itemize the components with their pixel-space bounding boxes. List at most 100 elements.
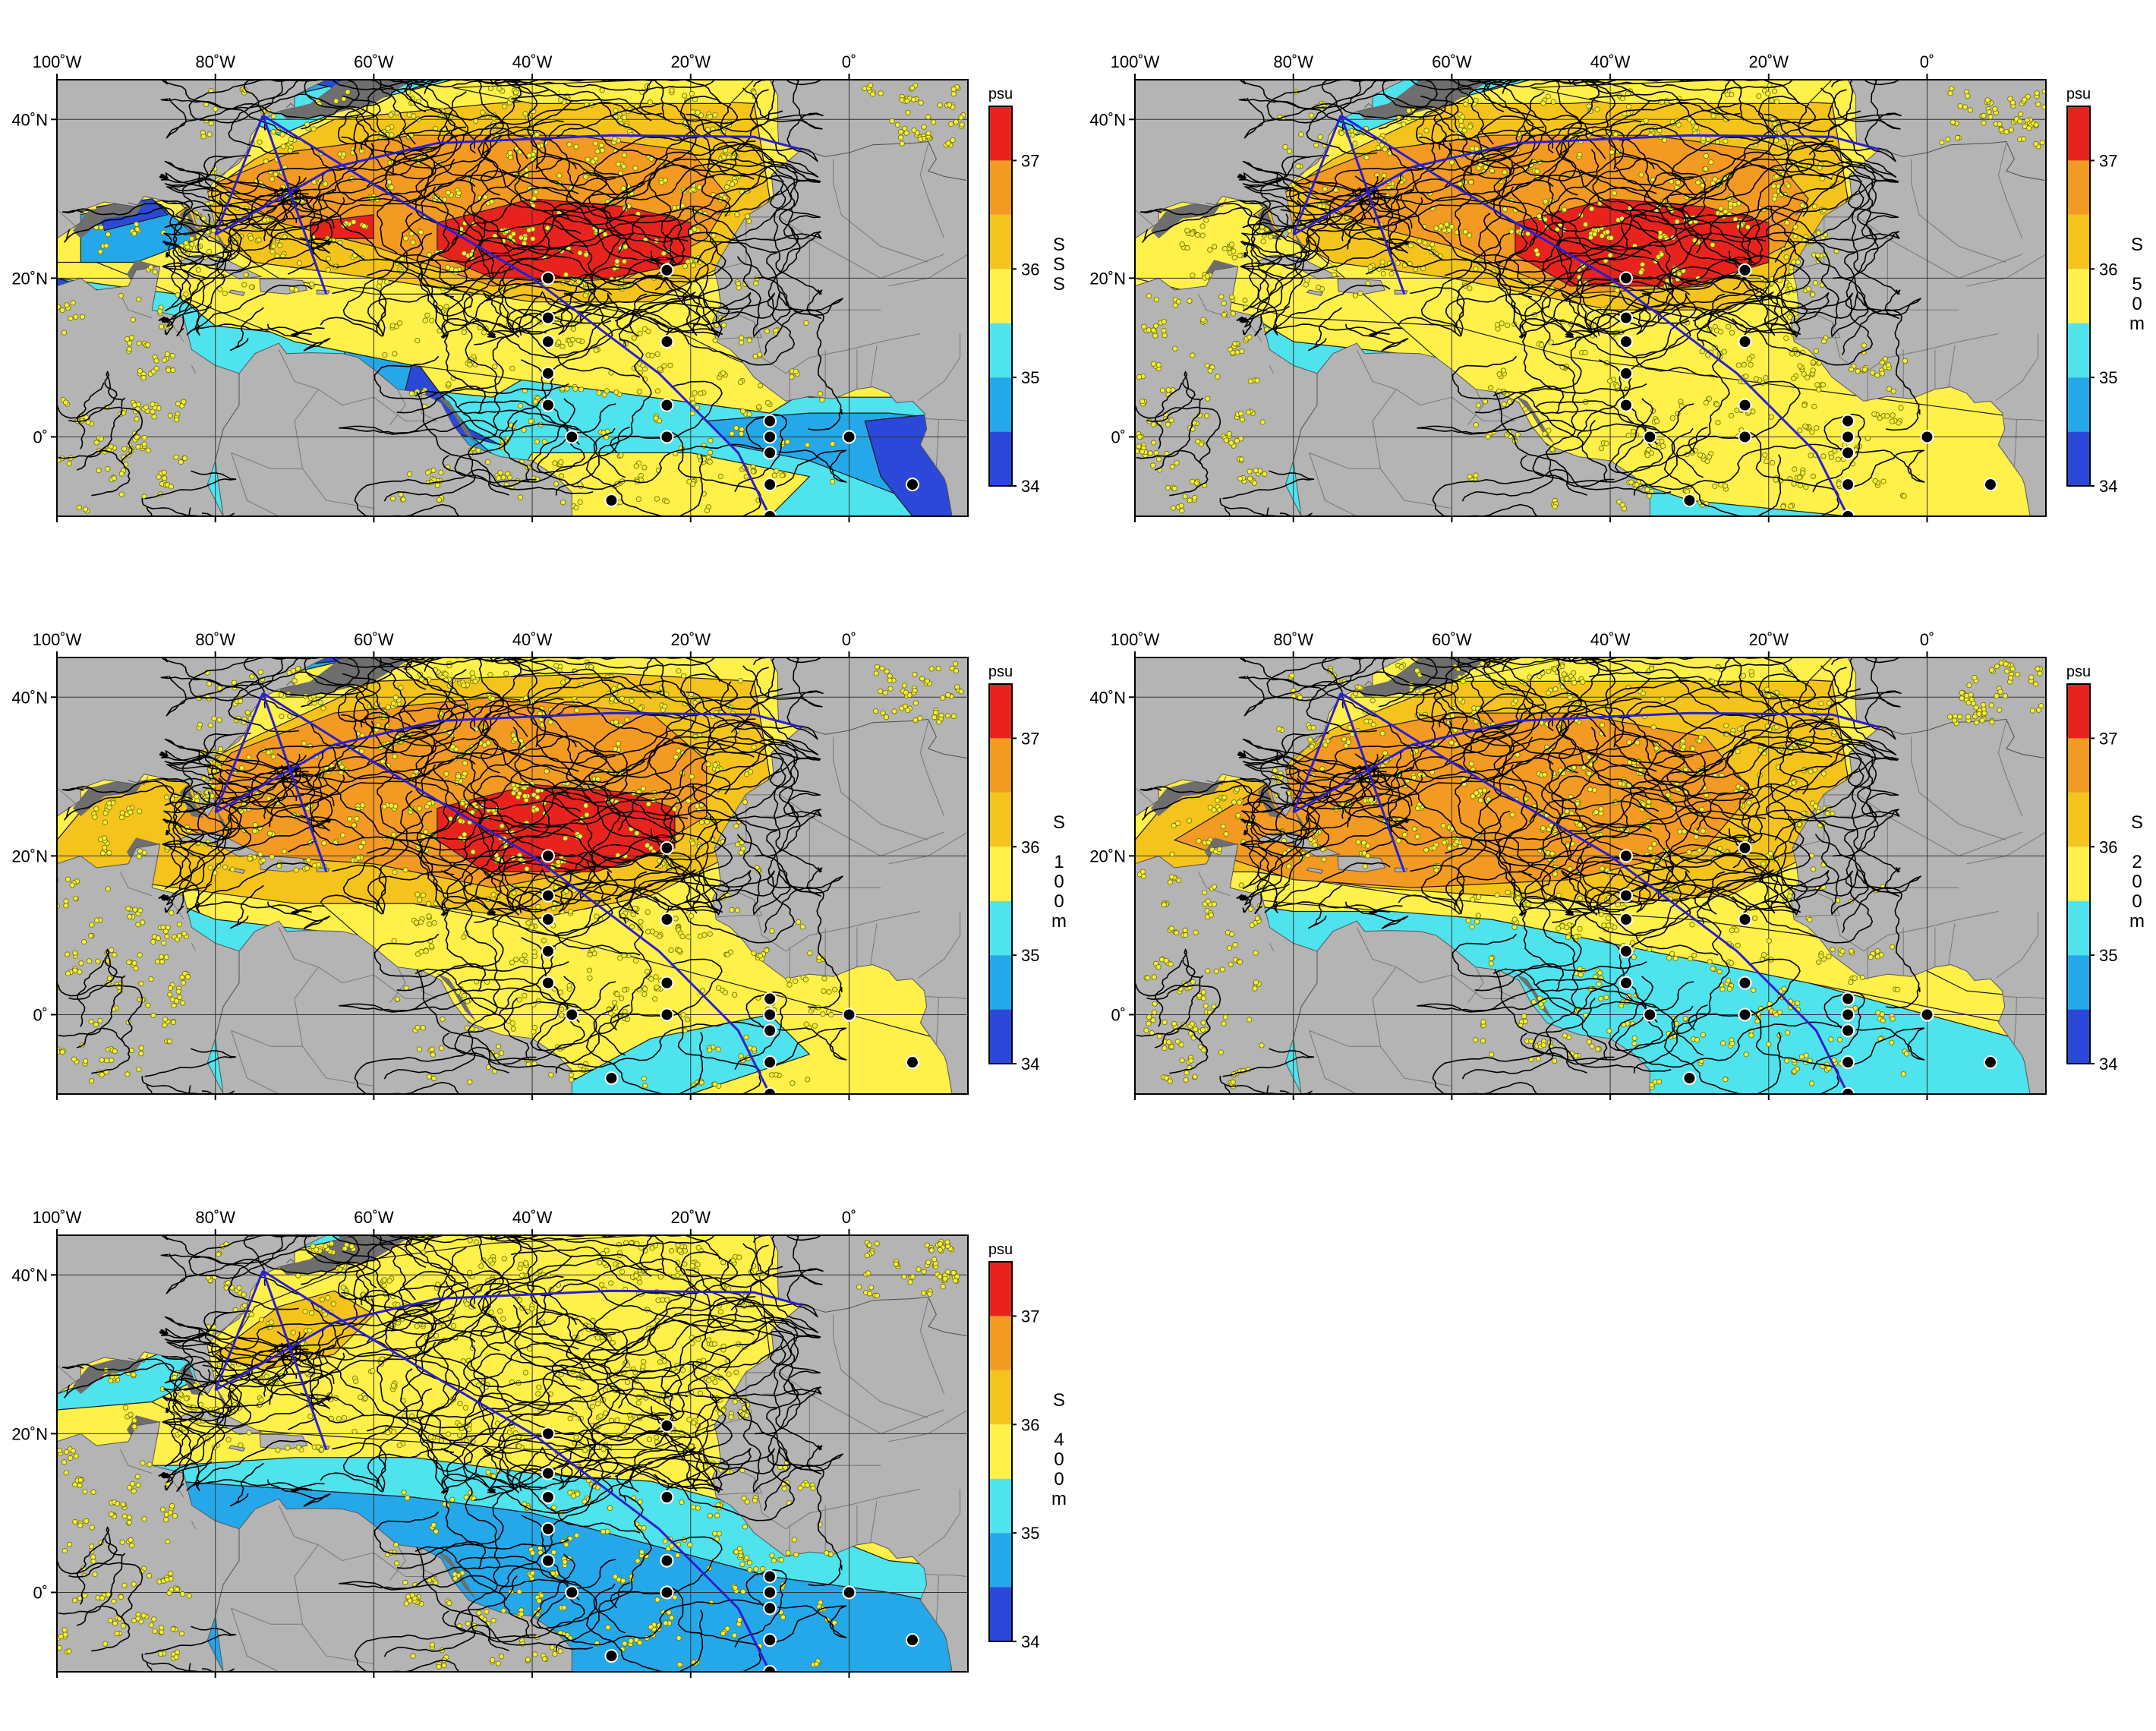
float-dot [194,793,200,799]
float-dot [164,351,170,358]
float-dot [351,822,357,828]
float-dot [1650,724,1656,730]
float-dot [717,473,724,480]
float-dot [1237,252,1243,259]
float-dot [1200,1020,1206,1026]
float-dot [918,99,924,106]
country-border [231,1030,279,1094]
float-dot [293,287,299,293]
float-dot [358,748,364,755]
mooring-marker [763,430,777,444]
float-dot [743,1034,749,1040]
drifter-track [1275,156,1655,208]
float-dot [558,1006,565,1013]
float-dot [388,802,395,809]
drifter-track [310,80,538,149]
drifter-track [172,178,335,337]
float-dot [1468,761,1474,767]
float-dot [1735,749,1741,755]
float-dot [1604,229,1611,235]
float-dot [137,952,143,958]
float-dot [1745,224,1751,230]
float-dot [1549,446,1556,452]
float-dot [933,709,939,716]
float-dot [1849,948,1855,954]
float-dot [269,176,275,182]
float-dot [1226,945,1233,951]
float-dot [1482,787,1488,793]
drifter-track [208,91,467,198]
float-dot [618,452,624,459]
hydrographic-section [261,692,328,872]
drifter-track [1308,307,1342,352]
float-dot [1597,970,1603,976]
float-dot [1494,892,1500,898]
float-dot [910,96,916,102]
float-dot [805,1077,811,1083]
float-dot [1171,1020,1177,1027]
float-dot [97,248,103,254]
float-dot [830,478,836,485]
float-dot [1556,925,1562,932]
float-dot [1792,224,1798,230]
drifter-track [443,903,569,972]
float-dot [1674,219,1680,225]
float-dot [722,989,728,995]
float-dot [377,279,383,285]
float-dot [1723,1077,1729,1083]
float-dot [743,474,749,480]
float-dot [578,386,585,393]
float-dot [905,109,911,115]
float-dot [1784,1058,1790,1064]
float-dot [1890,1016,1896,1022]
float-dot [649,352,655,358]
float-dot [1695,179,1701,185]
country-border [1997,143,2023,239]
float-dot [1141,323,1147,329]
drifter-track [1812,413,1865,493]
float-dot [1693,124,1699,131]
hydrographic-section [214,134,802,236]
float-dot [1770,183,1776,189]
float-dot [883,714,890,720]
float-dot [73,314,79,320]
float-dot [1890,944,1896,950]
float-dot [1204,413,1210,419]
float-dot [582,174,589,180]
float-dot [1502,207,1508,213]
drifter-track [396,907,547,992]
float-dot [138,981,144,987]
float-dot [420,1025,426,1031]
drifter-track [367,846,514,913]
float-dot [1801,402,1808,408]
land-mass [57,843,240,1094]
country-border [935,997,939,1045]
float-dot [517,494,524,500]
drifter-track [483,213,686,302]
mooring-marker [1983,478,1997,492]
float-dot [89,1078,95,1084]
float-dot [1338,130,1344,136]
float-dot [1480,1038,1486,1044]
float-dot [1716,969,1723,975]
float-dot [583,802,589,809]
float-dot [257,139,263,145]
float-dot [950,87,957,93]
drifter-track [1139,203,1272,222]
float-dot [93,806,99,812]
drifter-track [610,958,723,1031]
float-dot [148,264,154,270]
float-dot [1710,113,1716,119]
drifter-track [1146,370,1200,422]
float-dot [654,984,660,990]
float-dot [1190,979,1196,985]
drifter-track [1142,207,1317,243]
float-dot [577,250,583,256]
float-dot [948,121,954,128]
float-dot [485,1064,492,1070]
float-dot [1192,1074,1198,1080]
float-dot [594,776,601,782]
drifter-track [579,833,709,914]
float-dot [346,816,353,822]
